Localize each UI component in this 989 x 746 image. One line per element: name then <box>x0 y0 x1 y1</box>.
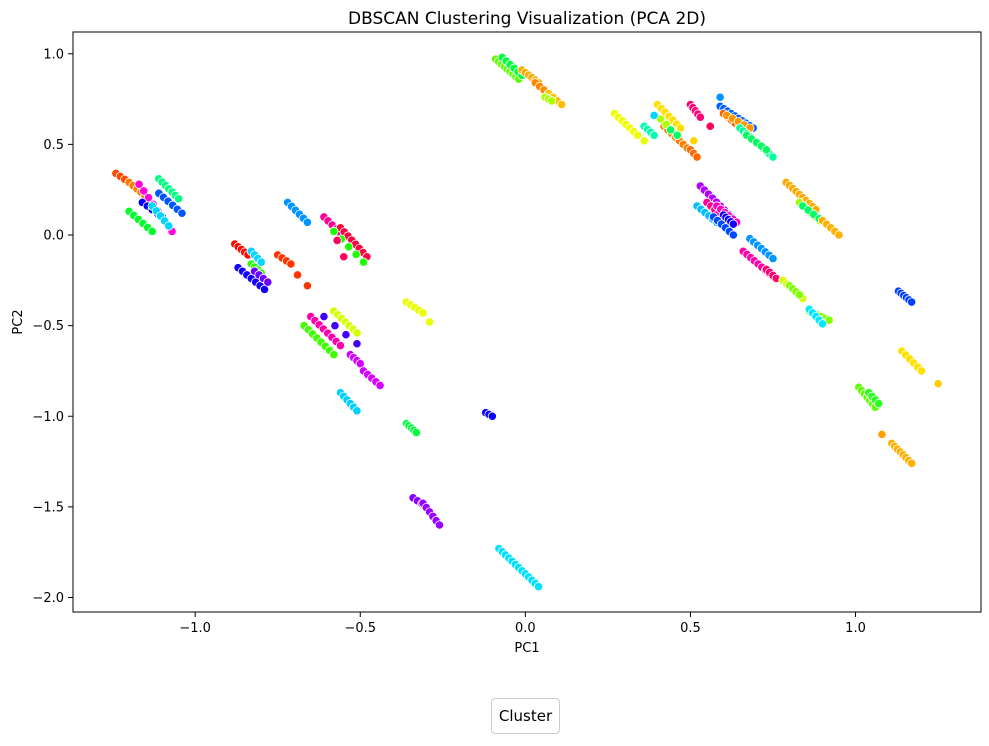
data-point <box>139 186 149 196</box>
data-point <box>147 226 157 236</box>
data-point <box>692 152 702 162</box>
data-point <box>557 99 567 110</box>
data-point <box>907 297 917 307</box>
y-tick-label: 1.0 <box>43 47 64 62</box>
data-point <box>134 179 144 189</box>
data-point <box>715 92 725 102</box>
data-point <box>302 281 313 291</box>
data-point <box>672 130 682 140</box>
y-tick-label: 0.5 <box>43 138 64 153</box>
x-tick-label: 0.5 <box>680 621 701 636</box>
legend-title: Cluster <box>498 707 553 725</box>
data-point <box>487 411 497 421</box>
data-point <box>329 226 339 236</box>
data-point <box>329 350 339 360</box>
data-point <box>292 270 303 280</box>
data-point <box>907 458 917 468</box>
points-layer <box>111 52 943 592</box>
chart-title: DBSCAN Clustering Visualization (PCA 2D) <box>348 9 706 29</box>
data-point <box>728 219 738 229</box>
data-point <box>933 379 943 389</box>
data-point <box>263 277 273 287</box>
data-point <box>794 290 805 300</box>
data-point <box>695 112 705 122</box>
x-tick-label: −1.0 <box>179 621 211 636</box>
data-point <box>768 253 778 264</box>
data-point <box>649 110 659 120</box>
data-point <box>533 582 544 592</box>
x-tick-label: 0.0 <box>515 621 536 636</box>
data-point <box>434 520 445 530</box>
data-point <box>761 145 771 155</box>
data-point <box>375 380 385 391</box>
data-point <box>649 130 659 140</box>
data-point <box>352 339 362 349</box>
y-axis-ticks: 1.0 0.5 0.0 −0.5 −1.0 −1.5 −2.0 <box>32 47 73 606</box>
data-point <box>164 221 174 231</box>
x-axis-ticks: −1.0 −0.5 0.0 0.5 1.0 <box>179 612 866 636</box>
data-point <box>352 328 362 338</box>
data-point <box>424 317 435 327</box>
y-tick-label: 0.0 <box>43 229 64 244</box>
data-point <box>916 366 927 376</box>
data-point <box>330 321 340 331</box>
legend: Cluster <box>491 698 560 734</box>
data-point <box>302 217 313 227</box>
y-tick-label: −2.0 <box>32 591 64 606</box>
data-point <box>344 242 354 252</box>
data-point <box>877 429 887 439</box>
y-tick-label: −1.5 <box>32 500 64 515</box>
data-point <box>705 121 715 131</box>
data-point <box>728 230 738 240</box>
data-point <box>341 330 351 340</box>
x-tick-label: 1.0 <box>845 621 866 636</box>
data-point <box>319 311 329 322</box>
data-point <box>639 136 649 146</box>
y-tick-label: −1.0 <box>32 410 64 425</box>
data-point <box>256 257 266 267</box>
y-axis-label: PC2 <box>11 309 26 334</box>
data-point <box>817 319 828 329</box>
data-point <box>335 340 346 351</box>
data-point <box>174 194 184 204</box>
x-axis-label: PC1 <box>514 641 539 656</box>
data-point <box>332 235 342 246</box>
data-point <box>352 406 362 416</box>
data-point <box>874 398 884 409</box>
data-point <box>633 130 643 140</box>
data-point <box>177 208 187 218</box>
data-point <box>547 96 557 106</box>
data-point <box>339 252 349 262</box>
data-point <box>666 125 676 135</box>
data-point <box>768 152 778 162</box>
data-point <box>418 308 428 318</box>
x-tick-label: −0.5 <box>344 621 376 636</box>
data-point <box>411 427 421 438</box>
data-point <box>689 136 699 146</box>
data-point <box>358 257 369 267</box>
data-point <box>351 249 361 260</box>
plot-frame <box>72 31 982 613</box>
data-point <box>286 259 296 269</box>
y-tick-label: −0.5 <box>32 319 64 334</box>
data-point <box>834 230 844 240</box>
